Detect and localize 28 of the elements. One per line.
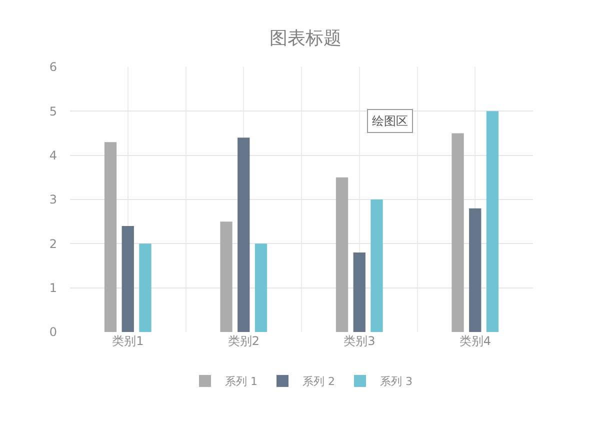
x-tick-label: 类别3 [344,334,376,348]
x-tick-label: 类别4 [459,334,491,348]
bar [336,177,348,332]
bar [139,244,152,332]
legend-label: 系列 3 [380,375,412,388]
bar [122,226,134,332]
y-tick-label: 5 [49,104,57,118]
annotation: 绘图区 [372,114,408,128]
bar [104,142,117,332]
x-tick-label: 类别2 [228,334,260,348]
legend-label: 系列 2 [302,375,335,388]
bar [238,138,250,332]
y-tick-label: 1 [49,281,57,296]
bar [452,133,464,332]
y-tick-label: 6 [49,60,57,74]
x-tick-label: 类别1 [112,334,144,348]
y-tick-label: 4 [49,148,57,163]
legend-label: 系列 1 [225,375,258,388]
bar [370,200,383,332]
chart-title: 图表标题 [270,28,342,50]
y-tick-label: 3 [49,192,57,207]
y-tick-label: 0 [49,325,57,340]
bar [486,111,499,332]
bar [254,244,268,332]
bar [353,252,366,332]
y-tick-label: 2 [49,236,57,251]
bar [469,208,482,332]
bar [220,222,232,332]
